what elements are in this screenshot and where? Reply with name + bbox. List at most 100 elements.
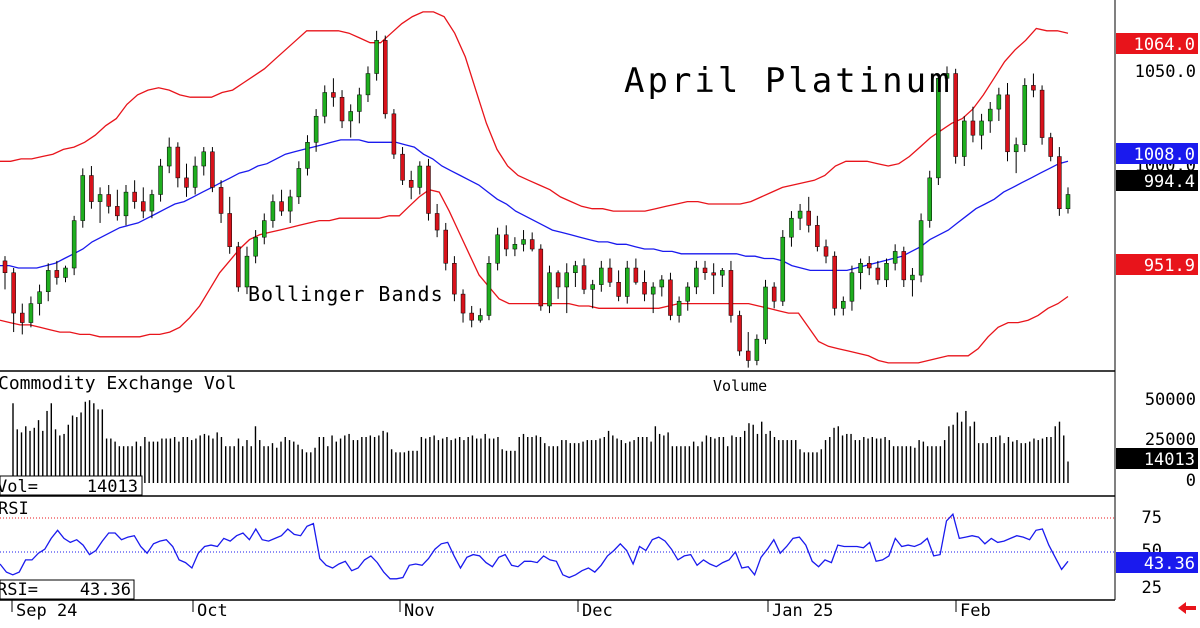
rsi-tick-label: 25 <box>1142 578 1162 598</box>
candle-body <box>244 255 250 288</box>
chart-title: April Platinum <box>624 61 953 101</box>
candle <box>607 258 613 287</box>
candle-body <box>642 281 647 295</box>
candle-body <box>374 40 379 74</box>
candle <box>910 268 915 297</box>
candle-body <box>771 286 777 302</box>
candle <box>1005 83 1010 162</box>
candle-body <box>434 213 440 231</box>
candle-body <box>927 177 932 221</box>
candle-body <box>659 279 665 288</box>
candle <box>763 279 768 344</box>
last-price-badge: 994.4 <box>1116 170 1198 192</box>
candle <box>54 260 60 285</box>
candle <box>218 180 224 223</box>
candle <box>495 227 500 271</box>
candle <box>339 90 345 129</box>
date-label: Feb <box>960 601 991 621</box>
candle-body <box>555 272 561 288</box>
candle-body <box>115 206 120 217</box>
candle-body <box>910 274 915 281</box>
candle <box>253 230 258 264</box>
candle <box>1022 78 1028 152</box>
candle-body <box>1039 89 1045 138</box>
candle-body <box>512 244 518 250</box>
candle-body <box>408 180 414 188</box>
rsi-panel-title: RSI <box>0 499 29 519</box>
candle <box>166 137 172 174</box>
candle <box>901 246 907 287</box>
candle <box>806 196 811 233</box>
upper-band-badge-bg <box>1116 33 1198 54</box>
candle-body <box>745 350 751 361</box>
candle <box>374 30 379 81</box>
candle-body <box>331 92 336 98</box>
candle <box>460 289 466 323</box>
candle-body <box>875 267 881 281</box>
study-label: Bollinger Bands <box>248 282 444 306</box>
candle-body <box>141 201 146 212</box>
candle <box>590 279 595 309</box>
candle-body <box>624 267 630 297</box>
candle-body <box>633 267 639 283</box>
candle <box>529 232 535 252</box>
upper-band-badge: 1064.0 <box>1116 33 1198 55</box>
middle-band-badge: 1008.0 <box>1116 143 1198 165</box>
candle <box>858 258 863 290</box>
candle-body <box>253 236 258 257</box>
candle <box>884 258 889 287</box>
candle-body <box>849 272 855 302</box>
candle <box>504 225 509 257</box>
candle <box>927 170 932 228</box>
rsi-line <box>0 512 1069 580</box>
candle-body <box>106 194 111 207</box>
candle <box>244 246 250 295</box>
candle-body <box>1048 137 1053 157</box>
candle-body <box>547 272 552 307</box>
candle <box>469 305 474 328</box>
candle <box>668 272 673 321</box>
volume-tick-label: 50000 <box>1145 390 1196 410</box>
date-label: Oct <box>197 601 228 621</box>
candle-body <box>504 234 509 250</box>
candle <box>391 109 397 159</box>
date-label: Nov <box>404 601 435 621</box>
candle <box>962 116 967 167</box>
candle <box>452 256 457 302</box>
candle <box>227 196 232 254</box>
candle <box>797 203 803 231</box>
candle-body <box>400 153 405 181</box>
candle-body <box>175 146 181 179</box>
last-price-value: 994.4 <box>1144 172 1195 192</box>
last-price-badge-bg <box>1116 170 1198 191</box>
candle-body <box>590 284 595 290</box>
candle <box>45 263 51 302</box>
candle <box>754 334 760 366</box>
candle-body <box>789 217 794 238</box>
rsi-readout-value: 43.36 <box>80 580 131 600</box>
candle-body <box>236 246 241 288</box>
candle <box>149 189 155 219</box>
candle-body <box>892 251 898 264</box>
candle-body <box>348 111 353 122</box>
candle-body <box>987 108 993 122</box>
upper-band-value: 1064.0 <box>1134 35 1195 55</box>
candle-body <box>694 267 699 288</box>
candle <box>659 275 665 297</box>
scroll-left-arrow-icon[interactable] <box>1178 602 1196 614</box>
candle <box>875 260 881 285</box>
candles-layer <box>2 30 1071 368</box>
candle-body <box>521 239 526 245</box>
candle-body <box>676 300 682 316</box>
candle-body <box>37 291 42 304</box>
candle-body <box>1057 156 1062 209</box>
candle <box>270 194 276 228</box>
candle <box>443 222 449 271</box>
candle-body <box>564 272 569 288</box>
candle-body <box>918 220 924 276</box>
volume-panel-title: Commodity Exchange Vol <box>0 373 236 394</box>
candle-body <box>754 338 760 361</box>
candle-body <box>1013 144 1019 153</box>
